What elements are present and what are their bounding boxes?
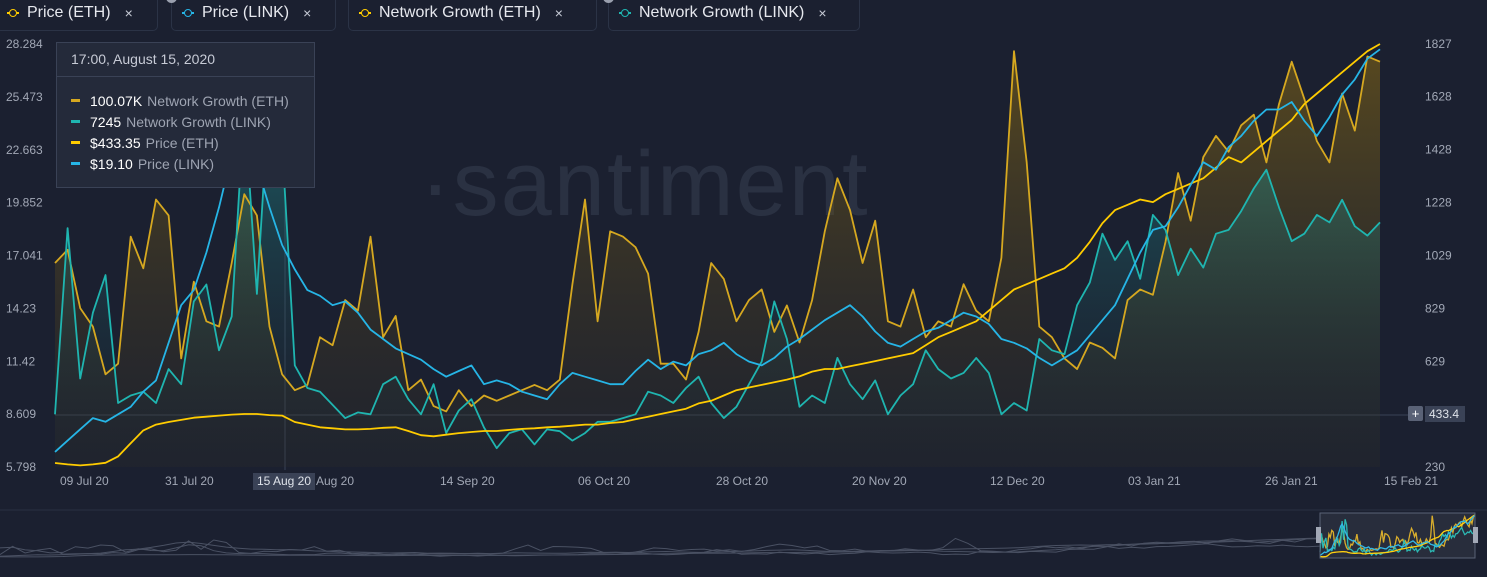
x-axis-tick: 12 Dec 20 [990,474,1045,488]
pin-icon [603,0,614,3]
legend-chip-price-link[interactable]: Price (LINK) × [166,0,336,31]
navigator-history-line [0,537,1321,558]
close-icon[interactable]: × [818,5,827,21]
tooltip: 17:00, August 15, 2020 100.07K Network G… [56,42,315,188]
right-axis-tick: 1029 [1425,248,1452,262]
legend-label: Price (ETH) [27,4,111,21]
tooltip-label: Price (LINK) [137,155,215,172]
navigator-window[interactable] [1319,512,1476,559]
tooltip-row: 7245 Network Growth (LINK) [57,111,314,132]
network-growth-eth-line [54,50,1381,413]
tooltip-value: 7245 [90,113,122,130]
legend-bar: Price (ETH) × Price (LINK) × Network Gro… [0,0,1487,32]
x-axis-tick: 15 Feb 21 [1384,474,1438,488]
right-axis-tick: 829 [1425,301,1445,315]
legend-chip-price-eth[interactable]: Price (ETH) × [0,0,158,31]
legend-chip-network-growth-eth[interactable]: Network Growth (ETH) × [348,0,597,31]
x-axis-tick: 06 Oct 20 [578,474,630,488]
right-axis-tick: 1628 [1425,90,1452,104]
left-axis-tick: 5.798 [6,460,36,474]
close-icon[interactable]: × [554,5,563,21]
left-axis-tick: 17.041 [6,249,43,263]
navigator-series-line [1319,514,1476,553]
tooltip-row: $433.35 Price (ETH) [57,132,314,153]
left-axis-tick: 28.284 [6,37,43,51]
plus-button[interactable]: + [1408,406,1423,421]
x-axis-tick: 26 Jan 21 [1265,474,1318,488]
price-eth-line [54,43,1381,467]
left-axis-tick: 14.23 [6,301,36,315]
navigator-history-line [0,537,1321,556]
left-axis-tick: 8.609 [6,407,36,421]
hover-date-label: 15 Aug 20 [253,473,315,490]
left-axis-tick: 11.42 [6,354,35,368]
left-axis-tick: 19.852 [6,196,43,210]
series-swatch [71,162,80,165]
x-axis-tick: 28 Oct 20 [716,474,768,488]
left-axis-tick: 22.663 [6,143,43,157]
navigator-history-line [0,537,1321,557]
legend-label: Price (LINK) [202,4,290,21]
line-marker-icon [182,7,194,19]
network-growth-link-area [55,87,1380,467]
x-axis-tick: 20 Nov 20 [852,474,907,488]
x-axis-tick: 03 Jan 21 [1128,474,1181,488]
tooltip-label: Network Growth (ETH) [147,92,289,109]
tooltip-row: 100.07K Network Growth (ETH) [57,90,314,111]
pin-icon [166,0,177,3]
right-axis-tick: 629 [1425,354,1445,368]
legend-label: Network Growth (LINK) [639,4,805,21]
line-marker-icon [619,7,631,19]
right-axis-tick: 1827 [1425,37,1452,51]
price-tag: 433.4 [1425,406,1465,422]
tooltip-label: Price (ETH) [145,134,219,151]
series-swatch [71,99,80,102]
x-axis-tick: 14 Sep 20 [440,474,495,488]
line-marker-icon [359,7,371,19]
right-axis-tick: 1428 [1425,143,1452,157]
price-link-line [54,48,1381,453]
tooltip-value: $433.35 [90,134,141,151]
x-axis-tick: Aug 20 [316,474,354,488]
x-axis-tick: 31 Jul 20 [165,474,214,488]
tooltip-value: 100.07K [90,92,143,109]
close-icon[interactable]: × [124,5,133,21]
right-axis-tick: 230 [1425,460,1445,474]
tooltip-value: $19.10 [90,155,133,172]
watermark: ·santiment [420,133,870,235]
navigator-handle-left[interactable] [1316,527,1321,543]
left-axis-tick: 25.473 [6,90,43,104]
tooltip-date: 17:00, August 15, 2020 [57,43,314,77]
tooltip-label: Network Growth (LINK) [126,113,271,130]
x-axis-tick: 09 Jul 20 [60,474,109,488]
line-marker-icon [7,7,19,19]
navigator-series-line [1319,514,1476,558]
navigator-handle-right[interactable] [1473,527,1478,543]
series-swatch [71,141,80,144]
navigator-series-line [1319,514,1476,557]
legend-label: Network Growth (ETH) [379,4,541,21]
series-swatch [71,120,80,123]
right-axis-tick: 1228 [1425,196,1452,210]
close-icon[interactable]: × [303,5,312,21]
legend-chip-network-growth-link[interactable]: Network Growth (LINK) × [603,0,860,31]
tooltip-row: $19.10 Price (LINK) [57,153,314,174]
